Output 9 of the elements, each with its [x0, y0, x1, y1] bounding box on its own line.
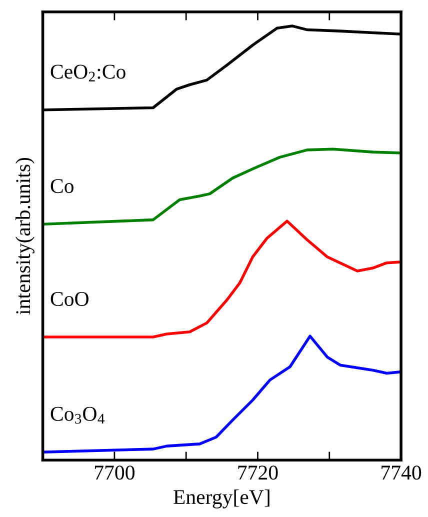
- series-label: Co: [50, 179, 74, 194]
- x-tick-label: 7740: [382, 466, 422, 480]
- series-label: CeO$_{2}$:Co: [50, 64, 126, 82]
- series-label: Co$_{3}$O$_{4}$: [50, 406, 104, 424]
- series-label: CoO: [50, 292, 88, 306]
- x-tick-label: 7700: [94, 466, 134, 480]
- x-axis-title: Energy[eV]: [174, 489, 270, 508]
- y-axis-title: intensity(arb.units): [16, 158, 34, 315]
- x-tick-label: 7720: [238, 466, 278, 480]
